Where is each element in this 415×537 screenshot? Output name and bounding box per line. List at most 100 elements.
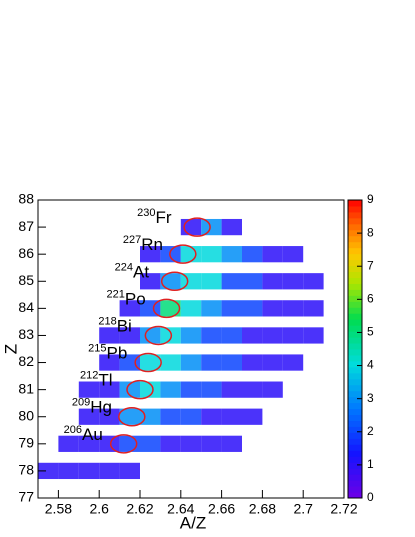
heat-cell [180,246,202,263]
heat-cell [160,273,181,290]
heat-cell [282,300,304,317]
heat-cell [119,300,140,317]
heat-cell [99,327,120,344]
colorbar-step [348,426,362,433]
heat-cell [262,354,283,371]
heat-cell [140,354,161,371]
colorbar-step [348,420,362,427]
heat-cell [303,327,324,344]
colorbar-step [348,354,362,362]
y-tick-label: 78 [18,462,34,478]
colorbar-tick-label: 1 [367,457,374,471]
heat-cell [160,327,181,344]
heat-cell [262,381,283,398]
heat-cell [119,354,140,371]
colorbar-tick-label: 3 [367,391,374,405]
colorbar-step [348,349,362,356]
heat-cell [221,381,242,398]
colorbar-step [348,468,362,475]
heat-cell [262,273,283,290]
heat-cell [201,327,222,344]
colorbar-step [348,438,362,445]
heat-cell [99,381,120,398]
colorbar-step [348,200,362,207]
y-tick-label: 84 [18,299,34,315]
heat-cell [221,408,242,425]
heat-cell [180,408,202,425]
x-tick-label: 2.66 [208,501,235,517]
heat-cell [221,327,242,344]
x-tick-label: 2.58 [45,501,72,517]
colorbar-step [348,235,362,243]
colorbar-step [348,211,362,219]
heat-cell [242,354,263,371]
colorbar-step [348,337,362,344]
x-tick-label: 2.6 [89,501,109,517]
heat-cell [180,381,202,398]
mass-number: 227 [123,234,141,246]
y-tick-label: 81 [18,380,34,396]
heat-cell [201,435,222,452]
ion-label: 212Tl [80,370,113,391]
ion-label: 218Bi [98,315,131,336]
colorbar-step [348,360,362,368]
heat-cell [221,300,242,317]
heat-cell [140,273,161,290]
mass-number: 209 [72,397,90,409]
heat-cell [38,462,59,480]
colorbar-tick-label: 0 [367,490,374,504]
colorbar-step [348,450,362,457]
colorbar-tick-label: 4 [367,358,374,372]
heat-cell [99,408,120,425]
mass-number: 221 [107,288,125,300]
heat-cell [262,327,283,344]
colorbar-step [348,492,362,499]
colorbar-step [348,414,362,422]
ion-ellipse [144,325,173,346]
colorbar-step [348,486,362,493]
ion-label: 230Fr [137,207,172,228]
plot-frame [37,199,345,499]
colorbar-step [348,289,362,296]
heat-cell [221,354,242,371]
ion-label: 227Rn [123,234,163,255]
ion-label: 224At [115,261,150,282]
x-tick-label: 2.7 [293,501,313,517]
element: Bi [117,317,132,336]
colorbar-step [348,253,362,261]
mass-number: 206 [64,424,82,436]
colorbar-step [348,271,362,278]
heat-cell [119,462,140,480]
heat-cell [78,435,100,452]
colorbar-tick-label: 6 [367,292,374,306]
heat-cell [201,408,222,425]
element: Hg [90,398,112,417]
heat-cell [201,381,222,398]
heat-cell [140,327,161,344]
element: Tl [98,371,112,390]
mass-number: 215 [88,342,106,354]
colorbar-step [348,301,362,308]
colorbar-tick-label: 8 [367,225,374,239]
y-tick-label: 77 [18,489,34,505]
heat-cell [262,300,283,317]
heat-cell [242,408,263,425]
colorbar-step [348,378,362,386]
colorbar-step [348,247,362,255]
colorbar-step [348,241,362,249]
heat-cell [160,435,181,452]
mass-number: 212 [80,370,98,382]
x-axis-label: A/Z [180,513,206,532]
y-tick-label: 85 [18,272,34,288]
heat-cell [180,327,202,344]
y-tick-label: 83 [18,326,34,342]
colorbar-step [348,229,362,237]
heat-cell [221,273,242,290]
y-tick-label: 80 [18,407,34,423]
colorbar-step [348,384,362,392]
ion-ellipse [183,217,211,237]
heat-cell [99,354,120,371]
heat-cell [119,381,140,398]
heat-cell [140,408,161,425]
colorbar-tick-label: 5 [367,325,374,339]
